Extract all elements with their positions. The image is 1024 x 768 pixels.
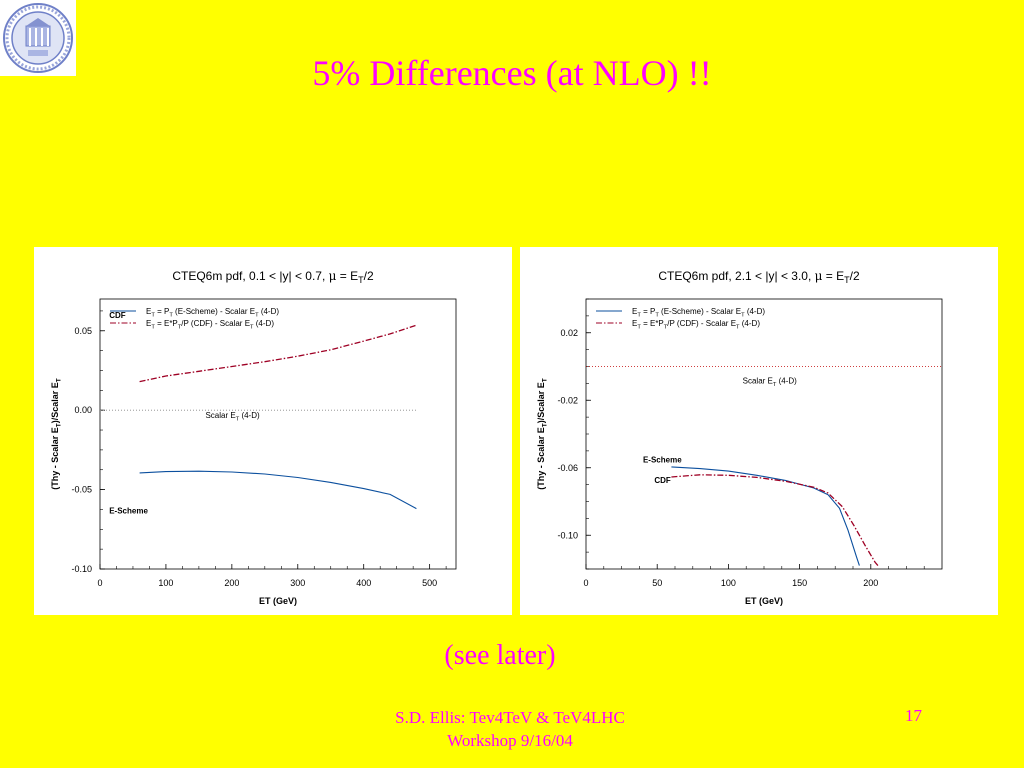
plot-frame [585,298,943,570]
x-tick-label: 500 [422,578,437,588]
chart-panel-central-rapidity: CTEQ6m pdf, 0.1 < |y| < 0.7, μ = ET/2 0 10… [34,247,512,615]
x-axis-label: ET (GeV) [259,596,297,606]
annotation: CDF [654,476,671,485]
y-tick-label: -0.02 [557,395,578,405]
y-tick-label: -0.10 [71,564,92,574]
legend-text: ET = E*PT/P (CDF) - Scalar ET (4-D) [632,319,760,330]
x-tick-label: 0 [583,578,588,588]
legend-text: ET = PT (E-Scheme) - Scalar ET (4-D) [632,307,765,318]
chart-title: CTEQ6m pdf, 0.1 < |y| < 0.7, μ = ET/2 [172,269,374,285]
y-tick-label: -0.10 [557,530,578,540]
annotation: Scalar ET (4-D) [205,411,260,422]
y-tick-label: -0.05 [71,485,92,495]
x-tick-label: 300 [290,578,305,588]
chart-panel-forward-rapidity: CTEQ6m pdf, 2.1 < |y| < 3.0, μ = ET/2 0 50… [520,247,998,615]
footer-workshop: Workshop 9/16/04 [447,731,573,750]
chart-title: CTEQ6m pdf, 2.1 < |y| < 3.0, μ = ET/2 [658,269,860,285]
x-tick-label: 0 [97,578,102,588]
footer: S.D. Ellis: Tev4TeV & TeV4LHC Workshop 9… [330,706,690,752]
see-later-note: (see later) [444,640,556,671]
series-line-e-scheme [139,470,417,510]
slide-title: 5% Differences (at NLO) !! [312,53,712,93]
x-tick-label: 200 [863,578,878,588]
x-tick-label: 100 [721,578,736,588]
x-tick-label: 200 [224,578,239,588]
x-tick-label: 400 [356,578,371,588]
y-tick-label: -0.06 [557,463,578,473]
y-tick-label: 0.05 [74,326,92,336]
x-axis-label: ET (GeV) [745,596,783,606]
plot-frame [99,298,457,570]
annotation: E-Scheme [109,506,148,515]
annotation: Scalar ET (4-D) [743,376,798,387]
university-seal-icon [0,0,76,76]
series-line-e-scheme [671,466,860,566]
x-tick-label: 100 [158,578,173,588]
chart-svg-0: CTEQ6m pdf, 0.1 < |y| < 0.7, μ = ET/2 0 10… [50,269,457,606]
y-tick-label: 0.00 [74,405,92,415]
y-tick-label: 0.02 [560,328,578,338]
footer-author: S.D. Ellis: Tev4TeV & TeV4LHC [395,708,625,727]
y-axis-label: (Thy - Scalar ET)/Scalar ET [536,378,549,490]
y-axis-label-group: (Thy - Scalar ET)/Scalar ET [536,378,549,490]
chart-svg-1: CTEQ6m pdf, 2.1 < |y| < 3.0, μ = ET/2 0 50… [536,269,943,606]
legend-text: ET = PT (E-Scheme) - Scalar ET (4-D) [146,307,279,318]
page-number: 17 [905,706,922,725]
annotation: E-Scheme [643,456,682,465]
x-tick-label: 150 [792,578,807,588]
annotation: CDF [109,311,126,320]
x-tick-label: 50 [652,578,662,588]
series-line-cdf [671,474,879,567]
series-line-cdf [139,324,417,383]
legend-text: ET = E*PT/P (CDF) - Scalar ET (4-D) [146,319,274,330]
y-axis-label: (Thy - Scalar ET)/Scalar ET [50,378,63,490]
y-axis-label-group: (Thy - Scalar ET)/Scalar ET [50,378,63,490]
